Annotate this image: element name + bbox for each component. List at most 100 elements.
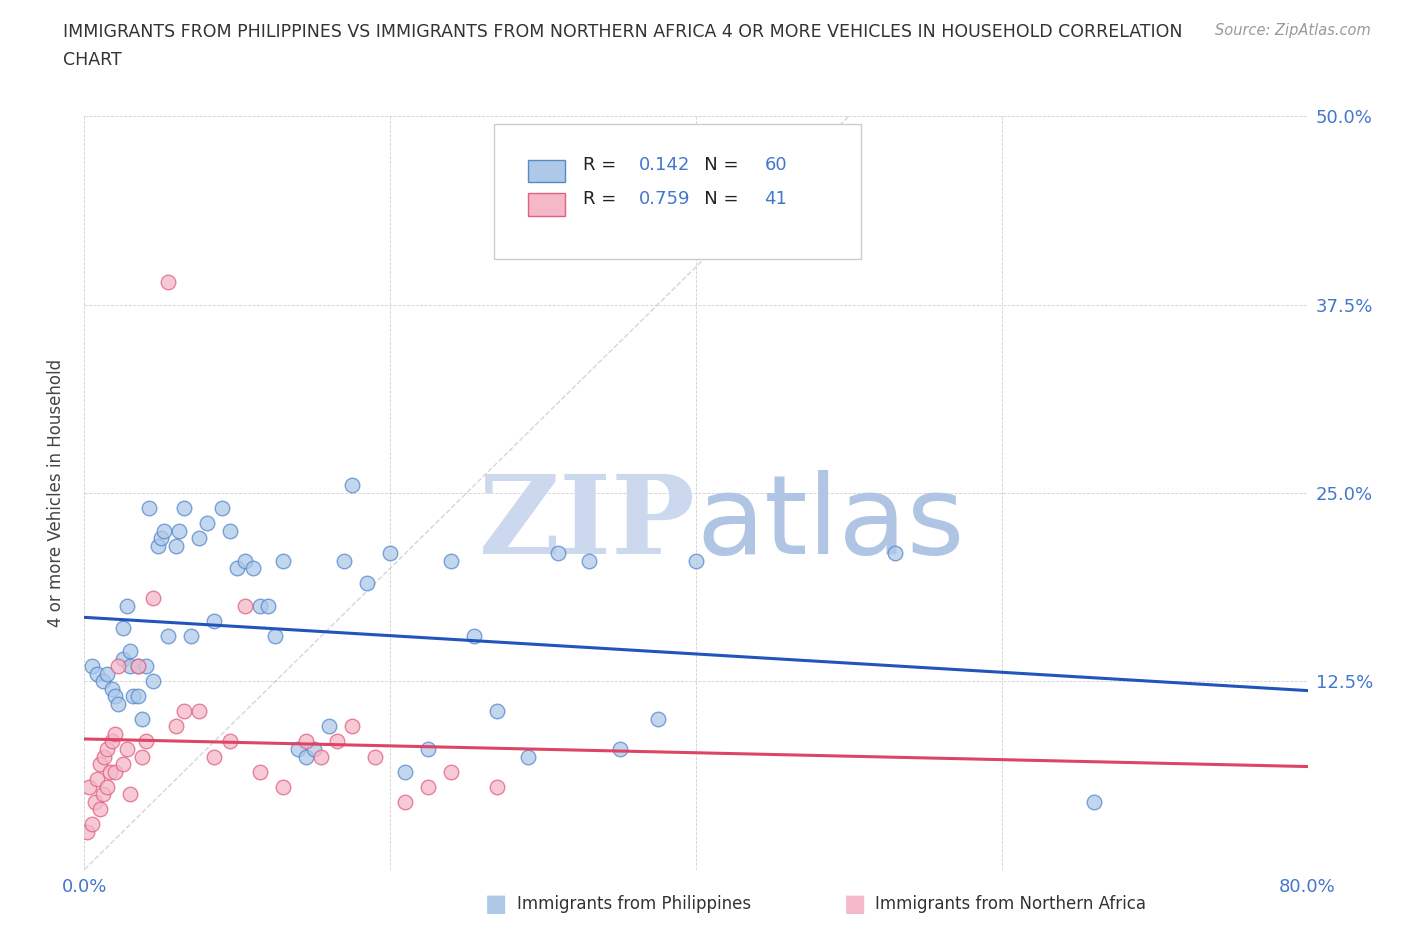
Point — [578, 553, 600, 568]
Point — [107, 697, 129, 711]
Point — [127, 658, 149, 673]
Point — [104, 764, 127, 779]
Text: N =: N = — [688, 190, 745, 208]
Point — [195, 515, 218, 530]
Point — [127, 658, 149, 673]
Point — [287, 741, 309, 756]
Point — [157, 274, 180, 289]
Point — [218, 523, 240, 538]
Point — [418, 741, 440, 756]
Point — [1083, 794, 1105, 809]
Point — [80, 817, 103, 831]
Text: 0.759: 0.759 — [638, 190, 690, 208]
Point — [104, 726, 127, 741]
Point — [131, 750, 153, 764]
Point — [135, 734, 157, 749]
Point — [122, 689, 145, 704]
Point — [249, 764, 271, 779]
Point — [380, 546, 402, 561]
Point — [89, 802, 111, 817]
Point — [135, 658, 157, 673]
Point — [188, 531, 211, 546]
Text: Immigrants from Northern Africa: Immigrants from Northern Africa — [875, 895, 1146, 913]
Text: 41: 41 — [765, 190, 787, 208]
Point — [138, 500, 160, 515]
Point — [96, 779, 118, 794]
Point — [271, 553, 294, 568]
Text: R =: R = — [583, 156, 623, 174]
Point — [325, 734, 347, 749]
Point — [418, 779, 440, 794]
Point — [202, 750, 225, 764]
Point — [86, 666, 108, 681]
Point — [165, 538, 187, 553]
Point — [167, 523, 190, 538]
Point — [111, 651, 134, 666]
Point — [93, 750, 115, 764]
Point — [340, 478, 363, 493]
Point — [394, 794, 416, 809]
Point — [233, 599, 256, 614]
Point — [242, 561, 264, 576]
Point — [516, 750, 538, 764]
Point — [356, 576, 378, 591]
Point — [80, 658, 103, 673]
Point — [180, 629, 202, 644]
Point — [157, 629, 180, 644]
Point — [364, 750, 387, 764]
Point — [96, 741, 118, 756]
Point — [218, 734, 240, 749]
Point — [131, 711, 153, 726]
Point — [609, 741, 631, 756]
Point — [333, 553, 356, 568]
Point — [249, 599, 271, 614]
Point — [685, 553, 707, 568]
Point — [188, 704, 211, 719]
Point — [127, 689, 149, 704]
Point — [107, 658, 129, 673]
Point — [120, 658, 142, 673]
Point — [257, 599, 280, 614]
Point — [111, 757, 134, 772]
Point — [101, 682, 124, 697]
Point — [211, 500, 233, 515]
Point — [165, 719, 187, 734]
Point — [440, 764, 463, 779]
Point — [226, 561, 249, 576]
Point — [318, 719, 340, 734]
Point — [173, 500, 195, 515]
Point — [104, 689, 127, 704]
FancyBboxPatch shape — [529, 193, 565, 216]
Point — [142, 673, 165, 688]
Text: IMMIGRANTS FROM PHILIPPINES VS IMMIGRANTS FROM NORTHERN AFRICA 4 OR MORE VEHICLE: IMMIGRANTS FROM PHILIPPINES VS IMMIGRANT… — [63, 23, 1182, 41]
Text: CHART: CHART — [63, 51, 122, 69]
FancyBboxPatch shape — [494, 124, 860, 259]
Text: ■: ■ — [844, 892, 866, 916]
Point — [115, 741, 138, 756]
Text: ■: ■ — [485, 892, 508, 916]
Point — [77, 779, 100, 794]
Point — [883, 546, 905, 561]
Point — [120, 787, 142, 802]
Text: atlas: atlas — [696, 470, 965, 577]
Text: R =: R = — [583, 190, 623, 208]
Point — [547, 546, 569, 561]
FancyBboxPatch shape — [529, 160, 565, 182]
Point — [233, 553, 256, 568]
Y-axis label: 4 or more Vehicles in Household: 4 or more Vehicles in Household — [46, 359, 65, 627]
Point — [311, 750, 333, 764]
Point — [340, 719, 363, 734]
Point — [202, 614, 225, 629]
Point — [271, 779, 294, 794]
Point — [96, 666, 118, 681]
Point — [302, 741, 325, 756]
Point — [647, 711, 669, 726]
Point — [295, 750, 318, 764]
Point — [486, 779, 509, 794]
Point — [120, 644, 142, 658]
Point — [440, 553, 463, 568]
Point — [463, 629, 485, 644]
Point — [153, 523, 176, 538]
Point — [264, 629, 287, 644]
Text: Immigrants from Philippines: Immigrants from Philippines — [517, 895, 752, 913]
